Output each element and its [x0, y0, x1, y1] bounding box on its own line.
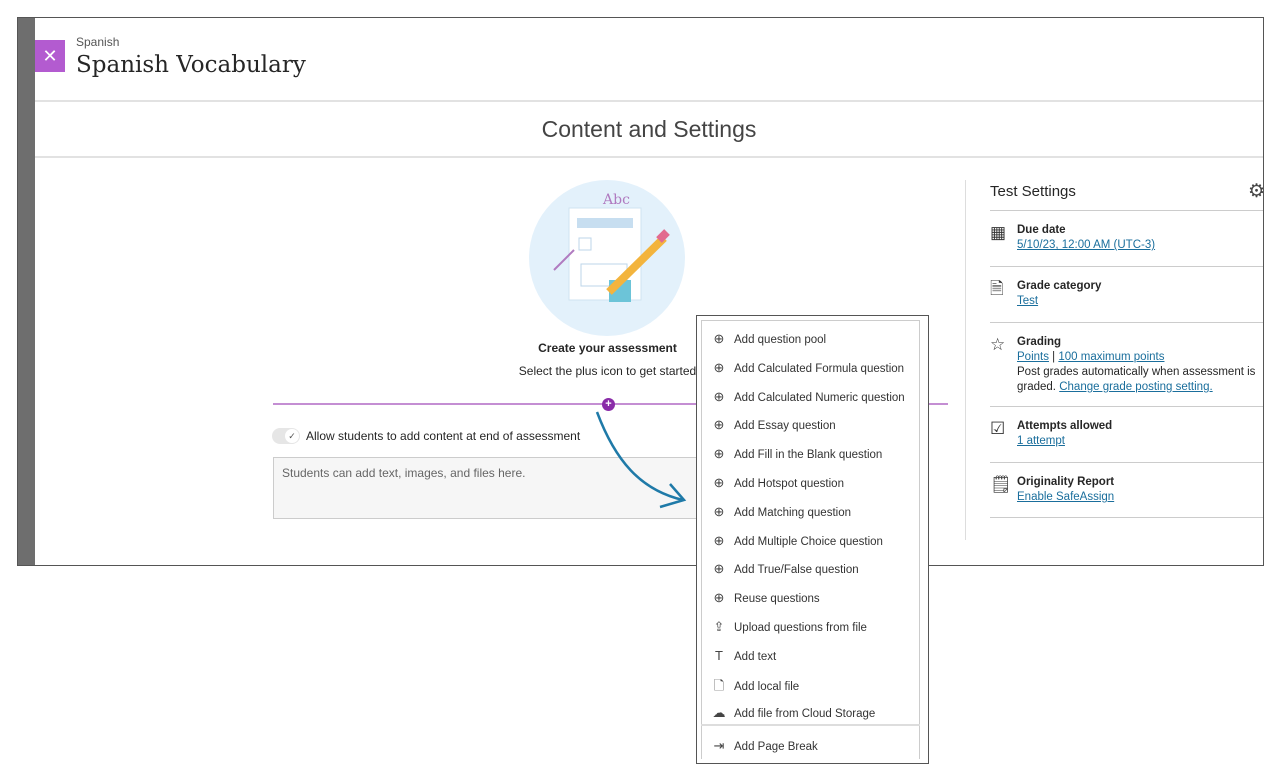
plus-circle-icon: ⊕ — [713, 417, 725, 433]
menu-item-label: Add Matching question — [734, 506, 851, 519]
menu-item[interactable]: ⊕ Add True/False question — [712, 561, 859, 577]
menu-item-label: Add Hotspot question — [734, 478, 844, 490]
originality-label: Originality Report — [1017, 476, 1115, 488]
empty-state-title: Create your assessment — [538, 341, 677, 355]
points-link[interactable]: Points — [1017, 351, 1049, 363]
separator: | — [1052, 351, 1056, 363]
menu-item[interactable]: ⊕ Add Essay question — [712, 417, 836, 433]
menu-item-label: Add Fill in the Blank question — [734, 449, 883, 462]
test-settings-panel: Test Settings ⚙ ▦ Due date 5/10/23, 12:0… — [965, 180, 1264, 540]
menu-item-label: Add True/False question — [734, 564, 859, 577]
menu-item[interactable]: 🗋 Add local file — [712, 677, 799, 699]
breadcrumb: Spanish — [76, 35, 120, 49]
grading-note: Post grades automatically when assessmen… — [1017, 366, 1256, 393]
attempts-label: Attempts allowed — [1017, 420, 1113, 432]
settings-title: Test Settings — [990, 183, 1076, 200]
toggle-label: Allow students to add content at end of … — [306, 429, 581, 443]
allow-content-toggle[interactable]: ✓ — [272, 428, 300, 444]
assessment-panel: ✕ Spanish Spanish Vocabulary Content and… — [35, 18, 1263, 565]
attempts-link[interactable]: 1 attempt — [1017, 435, 1065, 447]
menu-item[interactable]: ⊕ Reuse questions — [712, 590, 820, 606]
plus-circle-icon: ⊕ — [713, 590, 725, 606]
menu-item-label: Add Multiple Choice question — [734, 535, 883, 548]
close-icon: ✕ — [42, 46, 58, 66]
change-posting-link[interactable]: Change grade posting setting. — [1059, 381, 1213, 393]
menu-item-label: Add Page Break — [734, 741, 818, 753]
menu-item[interactable]: ⊕ Add Calculated Formula question — [712, 359, 905, 376]
menu-item[interactable]: T Add text — [712, 648, 776, 663]
add-content-menu: ⊕ Add question pool ⊕ Add Calculated Formul… — [696, 315, 929, 764]
svg-text:Abc: Abc — [602, 192, 630, 208]
grade-category-link[interactable]: Test — [1017, 295, 1039, 307]
menu-item-label: Add local file — [734, 680, 800, 693]
menu-item-label: Add Calculated Numeric question — [734, 391, 905, 404]
document-icon: 🗎 — [990, 279, 1004, 298]
due-date-link[interactable]: 5/10/23, 12:00 AM (UTC-3) — [1017, 239, 1156, 251]
checkbox-icon: ☑ — [990, 419, 1006, 438]
divider — [35, 156, 1263, 158]
grade-category-setting: 🗎 Grade category Test — [990, 266, 1263, 309]
due-date-label: Due date — [1017, 224, 1066, 236]
app-frame: ✕ Spanish Spanish Vocabulary Content and… — [17, 17, 1264, 566]
grading-setting: ☆ Grading Points | 100 maximum points Po… — [990, 322, 1263, 395]
menu-item[interactable]: ⊕ Add Calculated Numeric question — [712, 389, 905, 405]
plus-circle-icon: ⊕ — [713, 532, 725, 548]
calendar-icon: ▦ — [990, 223, 1007, 242]
grade-category-label: Grade category — [1017, 280, 1102, 292]
menu-item[interactable]: ⊕ Add Multiple Choice question — [712, 533, 883, 549]
report-icon: 🗒 — [990, 475, 1012, 494]
grading-icon: ☆ — [990, 335, 1006, 354]
background-sidebar — [18, 18, 36, 565]
gear-icon[interactable]: ⚙ — [1247, 181, 1264, 202]
menu-item[interactable]: ⇥ Add Page Break — [712, 738, 818, 754]
menu-item[interactable]: ⊕ Add Fill in the Blank question — [712, 446, 883, 462]
student-content-textarea[interactable]: Students can add text, images, and files… — [273, 457, 723, 519]
plus-circle-icon: ⊕ — [713, 503, 725, 519]
safeassign-link[interactable]: Enable SafeAssign — [1017, 491, 1115, 503]
section-title: Content and Settings — [541, 116, 757, 142]
add-content-button[interactable]: + — [602, 398, 615, 411]
plus-circle-icon: ⊕ — [713, 561, 725, 577]
empty-state-subtitle: Select the plus icon to get started — [518, 364, 697, 378]
menu-item-label: Reuse questions — [734, 593, 820, 606]
menu-item-label: Add question pool — [734, 334, 827, 346]
menu-item[interactable]: ☁ Add file from Cloud Storage — [712, 705, 876, 721]
originality-setting: 🗒 Originality Report Enable SafeAssign — [990, 462, 1263, 518]
menu-item[interactable]: ⊕ Add question pool — [712, 331, 827, 347]
menu-item-label: Add Calculated Formula question — [734, 362, 905, 375]
plus-circle-icon: ⊕ — [713, 359, 725, 375]
local-file-icon: 🗋 — [713, 677, 725, 693]
plus-circle-icon: ⊕ — [713, 331, 725, 346]
menu-list: ⊕ Add question pool ⊕ Add Calculated Formul… — [701, 320, 920, 759]
menu-item-label: Upload questions from file — [734, 622, 867, 634]
divider — [35, 100, 1263, 102]
attempts-setting: ☑ Attempts allowed 1 attempt — [990, 406, 1263, 449]
menu-item-label: Add file from Cloud Storage — [734, 708, 876, 721]
check-icon: ✓ — [285, 429, 299, 443]
menu-separator — [701, 724, 920, 726]
plus-circle-icon: ⊕ — [713, 475, 725, 490]
close-button[interactable]: ✕ — [35, 40, 65, 72]
plus-circle-icon: ⊕ — [713, 446, 725, 462]
text-icon: T — [715, 647, 723, 663]
menu-item[interactable]: ⊕ Add Hotspot question — [712, 475, 844, 491]
plus-circle-icon: ⊕ — [713, 388, 725, 404]
grading-label: Grading — [1017, 336, 1062, 348]
menu-item[interactable]: ⊕ Add Matching question — [712, 504, 851, 520]
menu-item[interactable]: ⇪ Upload questions from file — [712, 619, 867, 635]
cloud-icon: ☁ — [712, 705, 726, 721]
page-break-icon: ⇥ — [713, 738, 725, 753]
max-points-link[interactable]: 100 maximum points — [1058, 351, 1165, 363]
menu-item-label: Add text — [734, 650, 777, 663]
assessment-illustration: Abc — [529, 180, 685, 336]
due-date-setting: ▦ Due date 5/10/23, 12:00 AM (UTC-3) — [990, 210, 1263, 253]
menu-item-label: Add Essay question — [734, 420, 836, 433]
upload-file-icon: ⇪ — [713, 619, 725, 634]
page-title: Spanish Vocabulary — [76, 52, 306, 78]
